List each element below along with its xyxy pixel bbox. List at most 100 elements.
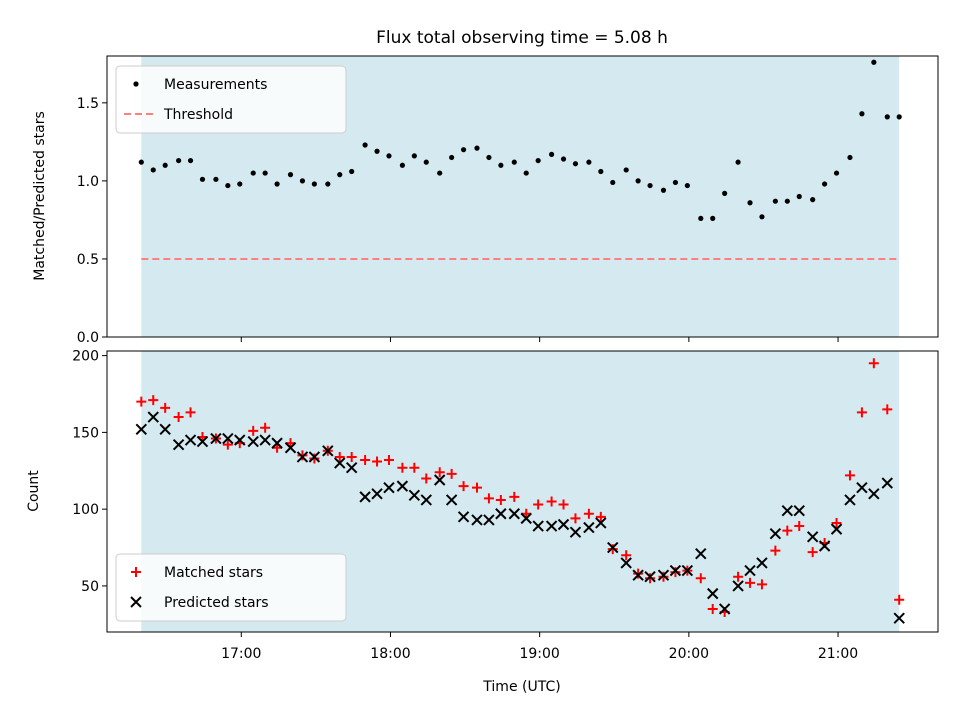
matched-star-point xyxy=(695,573,706,584)
measurement-point xyxy=(274,181,280,187)
matched-star-point xyxy=(546,496,557,507)
predicted-star-point xyxy=(259,434,271,446)
measurement-point xyxy=(325,181,331,187)
predicted-star-point xyxy=(345,461,358,474)
matched-star-point xyxy=(260,422,271,433)
matched-star-point xyxy=(495,494,506,505)
predicted-star-point xyxy=(893,612,905,624)
matched-star-point xyxy=(360,455,371,466)
predicted-star-point xyxy=(569,526,582,538)
chart-title: Flux total observing time = 5.08 h xyxy=(376,28,668,48)
predicted-star-point xyxy=(595,517,607,529)
x-tick-label: 19:00 xyxy=(519,646,559,662)
legend-box xyxy=(115,553,347,622)
matched-star-point xyxy=(446,468,457,479)
matched-star-point xyxy=(831,517,842,528)
matched-star-point xyxy=(894,594,905,605)
measurement-point xyxy=(349,168,355,175)
measurement-point xyxy=(572,161,579,167)
predicted-star-point xyxy=(247,435,259,448)
measurement-point xyxy=(460,147,467,153)
predicted-star-point xyxy=(271,437,283,449)
predicted-star-point xyxy=(520,512,532,525)
measurement-point xyxy=(672,179,679,186)
matched-star-point xyxy=(607,544,618,555)
measurement-point xyxy=(262,170,268,176)
matched-star-point xyxy=(483,493,494,504)
measurement-point xyxy=(684,182,690,189)
predicted-star-point xyxy=(881,477,893,489)
matched-star-point xyxy=(471,482,482,493)
measurement-point xyxy=(474,145,480,151)
matched-star-point xyxy=(309,453,320,464)
matched-star-point xyxy=(297,450,308,461)
predicted-star-point xyxy=(172,438,185,451)
predicted-star-point xyxy=(471,514,483,526)
measurement-point xyxy=(237,181,243,187)
predicted-star-point xyxy=(545,520,558,532)
predicted-star-point xyxy=(644,571,656,583)
measurement-point xyxy=(486,154,492,161)
measurement-point xyxy=(896,114,902,120)
measurement-point xyxy=(847,154,853,161)
predicted-star-point xyxy=(756,557,768,569)
predicted-star-point xyxy=(210,432,222,445)
predicted-star-point xyxy=(135,423,148,436)
matched-star-point xyxy=(707,603,718,614)
predicted-star-point xyxy=(495,508,507,520)
matched-star-point xyxy=(372,456,383,467)
matched-star-point xyxy=(558,499,569,510)
measurement-point xyxy=(187,157,194,164)
predicted-star-point xyxy=(830,523,843,535)
predicted-star-point xyxy=(196,435,209,448)
measurement-point xyxy=(535,157,541,164)
top-y-axis-label: Matched/Predicted stars xyxy=(32,111,48,281)
axes-frame xyxy=(106,55,939,338)
predicted-star-point xyxy=(806,531,819,543)
matched-star-point xyxy=(397,462,408,473)
matched-star-point xyxy=(334,451,345,462)
predicted-star-point xyxy=(657,569,670,581)
matched-star-point xyxy=(421,473,432,484)
measurement-point xyxy=(598,168,604,175)
matched-star-point xyxy=(882,404,893,415)
y-tick-label: 1.0 xyxy=(77,174,99,190)
legend-label: Threshold xyxy=(163,107,233,123)
axes-frame xyxy=(106,350,939,633)
y-tick-label: 50 xyxy=(81,579,99,595)
predicted-star-point xyxy=(632,569,644,581)
measurement-point xyxy=(560,156,567,162)
x-tick-label: 18:00 xyxy=(370,646,410,662)
predicted-star-point xyxy=(334,457,346,469)
measurement-point xyxy=(884,114,890,120)
predicted-star-point xyxy=(695,547,707,560)
measurement-point xyxy=(138,159,144,165)
matched-star-point xyxy=(148,395,159,406)
matched-star-point xyxy=(409,462,420,473)
matched-star-point xyxy=(756,579,767,590)
measurement-point xyxy=(859,111,865,117)
measurement-point xyxy=(162,162,168,168)
matched-star-point xyxy=(434,467,445,478)
measurement-point xyxy=(660,187,667,193)
legend-label: Measurements xyxy=(164,77,267,93)
measurement-point xyxy=(710,215,716,221)
matched-star-point xyxy=(248,425,259,436)
bottom-y-axis-label: Count xyxy=(26,470,42,512)
measurement-point xyxy=(199,176,206,182)
measurement-point xyxy=(610,179,616,186)
legend-box xyxy=(115,65,347,134)
predicted-star-point xyxy=(732,580,744,592)
matched-star-point xyxy=(136,396,147,407)
predicted-star-point xyxy=(359,491,371,503)
measurement-point xyxy=(796,193,802,200)
legend-x-marker xyxy=(130,596,142,608)
matched-star-point xyxy=(645,573,656,584)
legend-label: Predicted stars xyxy=(164,595,269,611)
predicted-star-point xyxy=(184,434,197,446)
measurement-point xyxy=(386,153,392,159)
matched-star-point xyxy=(160,402,171,413)
matched-star-point xyxy=(733,571,744,582)
measurement-point xyxy=(647,182,653,189)
measurement-point xyxy=(735,159,741,165)
